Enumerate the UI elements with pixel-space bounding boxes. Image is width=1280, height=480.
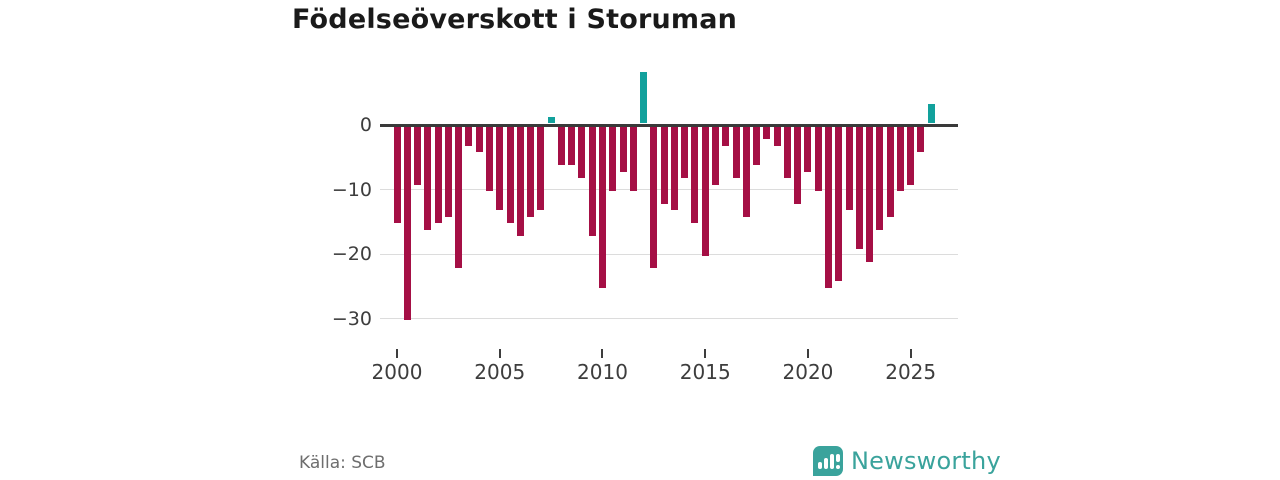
bar-2024H2 <box>896 126 904 191</box>
x-axis: 2000 2005 2010 2015 2020 2025 <box>372 345 958 390</box>
bar-2024H1 <box>886 126 894 217</box>
bar-2006H1 <box>516 126 524 237</box>
x-tick-label-2005: 2005 <box>474 360 526 384</box>
logo-exclamation-icon <box>836 454 840 462</box>
bar-2010H2 <box>609 126 617 191</box>
bar-2019H1 <box>783 126 791 179</box>
bar-2002H2 <box>444 126 452 217</box>
zero-axis-line <box>380 123 958 127</box>
logo-exclamation-dot-icon <box>836 465 840 469</box>
y-tick-label: −30 <box>331 307 372 330</box>
source-label: Källa: SCB <box>299 453 386 473</box>
bar-2007H2 <box>547 117 555 124</box>
x-tick-label-2015: 2015 <box>679 360 731 384</box>
bar-2019H2 <box>794 126 802 204</box>
gridline--30 <box>380 318 958 319</box>
bar-2022H2 <box>855 126 863 250</box>
bar-2017H2 <box>753 126 761 166</box>
bar-2013H2 <box>670 126 678 211</box>
logo-bar-icon <box>818 462 822 469</box>
x-tick-2025 <box>909 349 912 358</box>
bar-2009H2 <box>588 126 596 237</box>
bar-2023H2 <box>876 126 884 230</box>
bar-2021H1 <box>825 126 832 288</box>
gridline--20 <box>380 253 958 255</box>
bar-2007H1 <box>537 126 545 211</box>
bar-2015H2 <box>711 126 719 185</box>
bar-2018H1 <box>763 126 771 140</box>
bar-2005H1 <box>496 126 504 211</box>
bar-2000H1 <box>393 126 401 224</box>
bar-2014H1 <box>681 126 689 179</box>
bar-2021H2 <box>835 126 843 282</box>
bar-2008H1 <box>557 126 565 166</box>
bar-2016H1 <box>722 126 730 146</box>
bar-2012H2 <box>650 126 658 269</box>
x-tick-2015 <box>704 349 707 358</box>
bar-2011H2 <box>629 126 637 191</box>
x-tick-label-2020: 2020 <box>782 360 834 384</box>
bar-2012H1 <box>640 71 648 124</box>
chart-title: Födelseöverskott i Storuman <box>292 4 738 35</box>
bar-2004H2 <box>485 126 493 191</box>
logo-bar-icon <box>824 458 828 469</box>
y-tick-label: −10 <box>331 178 372 201</box>
bar-2004H1 <box>475 126 483 153</box>
logo-bar-icon <box>830 454 834 469</box>
bar-2017H1 <box>742 126 750 217</box>
x-tick-2010 <box>601 349 604 358</box>
bar-2018H2 <box>773 126 781 146</box>
x-tick-2000 <box>396 349 398 358</box>
x-tick-label-2010: 2010 <box>577 360 628 384</box>
bar-2010H1 <box>598 126 606 288</box>
bar-2025H2 <box>917 126 925 153</box>
bar-2001H1 <box>414 126 422 185</box>
gridline--10 <box>380 189 958 190</box>
x-tick-label-2000: 2000 <box>371 360 423 384</box>
bar-2009H1 <box>578 126 586 179</box>
bar-2016H2 <box>732 126 740 179</box>
bar-2001H2 <box>424 126 432 230</box>
x-tick-2020 <box>806 349 809 358</box>
newsworthy-logo[interactable]: Newsworthy <box>813 444 1001 478</box>
y-axis: 0 −10 −20 −30 <box>288 0 372 345</box>
bar-2014H2 <box>691 126 699 224</box>
bar-2000H2 <box>403 126 411 320</box>
x-tick-2005 <box>498 349 501 358</box>
newsworthy-logo-text: Newsworthy <box>851 447 1001 475</box>
bar-2022H1 <box>845 126 853 211</box>
bar-2003H2 <box>465 126 473 146</box>
y-tick-label: −20 <box>331 243 372 265</box>
bar-2025H1 <box>907 126 915 185</box>
newsworthy-bubble-chart-icon <box>813 446 843 476</box>
bar-2020H2 <box>814 126 822 191</box>
bar-2002H1 <box>434 126 442 224</box>
plot-area <box>380 60 958 345</box>
bar-2008H2 <box>568 126 576 166</box>
bar-2015H1 <box>701 126 709 256</box>
bar-2013H1 <box>660 126 668 204</box>
bar-2023H1 <box>866 126 874 262</box>
bar-2011H1 <box>619 126 627 172</box>
bar-2020H1 <box>804 126 812 172</box>
x-tick-label-2025: 2025 <box>885 360 937 384</box>
bar-2005H2 <box>506 126 514 224</box>
bar-2006H2 <box>527 126 535 217</box>
bar-2003H1 <box>455 126 463 269</box>
y-tick-label: 0 <box>359 114 372 136</box>
bar-2026H1 <box>927 104 935 124</box>
